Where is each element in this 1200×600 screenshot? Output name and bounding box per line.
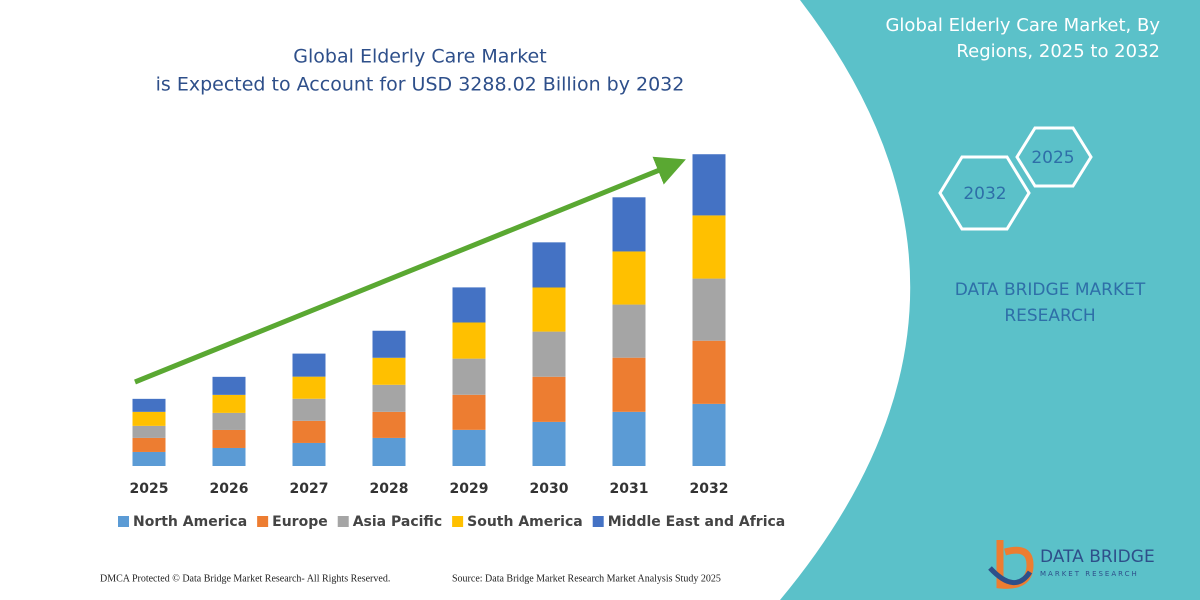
side-panel — [780, 0, 1200, 600]
bar-segment — [452, 394, 486, 430]
chart-subtitle: is Expected to Account for USD 3288.02 B… — [156, 74, 685, 96]
bar-segment — [372, 384, 406, 412]
bar-segment — [212, 447, 246, 466]
legend-label: Middle East and Africa — [608, 514, 786, 530]
bar-segment — [532, 242, 566, 288]
bar-segment — [452, 429, 486, 466]
footer-left: DMCA Protected © Data Bridge Market Rese… — [100, 573, 390, 584]
x-tick-label: 2027 — [290, 481, 329, 497]
trend-arrow — [134, 156, 686, 385]
bar-segment — [612, 411, 646, 466]
bar-segment — [292, 420, 326, 443]
bar-segment — [292, 442, 326, 466]
hexagon-label: 2025 — [1031, 148, 1074, 168]
bar-segment — [212, 412, 246, 430]
legend-swatch — [592, 516, 604, 527]
logo-tagline: MARKET RESEARCH — [1040, 570, 1139, 578]
x-tick-label: 2028 — [370, 481, 409, 497]
legend-label: Europe — [272, 514, 328, 530]
bar-segment — [132, 398, 166, 412]
bar-segment — [612, 304, 646, 358]
hexagon — [1015, 126, 1093, 188]
bar-segment — [372, 357, 406, 385]
panel-title: Global Elderly Care Market, By — [885, 15, 1160, 36]
legend-label: Asia Pacific — [353, 514, 442, 530]
x-tick-label: 2032 — [690, 481, 729, 497]
bar-segment — [532, 331, 566, 377]
bar-segment — [212, 376, 246, 395]
logo: DATA BRIDGE MARKET RESEARCH — [988, 540, 1155, 589]
bar-segment — [132, 425, 166, 438]
legend-swatch — [118, 516, 129, 527]
hexagon-label: 2032 — [963, 184, 1006, 204]
x-tick-label: 2026 — [210, 481, 249, 497]
bar-segment — [292, 398, 326, 421]
footer-right: Source: Data Bridge Market Research Mark… — [452, 573, 721, 584]
bar-segment — [212, 429, 246, 448]
bar-segment — [612, 251, 646, 305]
bar-segment — [692, 215, 726, 279]
legend-label: South America — [467, 514, 583, 530]
bar-segment — [372, 437, 406, 466]
bar-segment — [612, 357, 646, 412]
chart-title: Global Elderly Care Market — [293, 46, 546, 68]
bar-segment — [532, 376, 566, 422]
bar-segment — [692, 154, 726, 216]
bar-segment — [292, 353, 326, 377]
brand-text: RESEARCH — [1004, 306, 1095, 326]
hexagon — [938, 155, 1031, 231]
legend-swatch — [452, 516, 464, 527]
legend-swatch — [257, 516, 269, 527]
x-tick-label: 2031 — [610, 481, 649, 497]
bar-segment — [372, 330, 406, 358]
bar-segment — [692, 278, 726, 341]
x-tick-label: 2025 — [130, 481, 169, 497]
legend-swatch — [337, 516, 349, 527]
logo-name: DATA BRIDGE — [1040, 547, 1155, 567]
bar-segment — [132, 451, 166, 466]
bar-segment — [132, 437, 166, 452]
bar-segment — [372, 411, 406, 438]
bar-segment — [452, 358, 486, 395]
legend-label: North America — [133, 514, 247, 530]
logo-mark — [996, 540, 1034, 589]
bar-segment — [292, 376, 326, 399]
logo-mark — [988, 566, 1033, 585]
panel-title: Regions, 2025 to 2032 — [956, 41, 1160, 62]
bar-segment — [132, 411, 166, 426]
x-tick-label: 2029 — [450, 481, 489, 497]
bar-segment — [692, 403, 726, 466]
bar-segment — [532, 421, 566, 466]
bar-segment — [532, 287, 566, 332]
bar-segment — [212, 394, 246, 413]
bar-segment — [452, 287, 486, 323]
x-tick-label: 2030 — [530, 481, 569, 497]
brand-text: DATA BRIDGE MARKET — [955, 280, 1146, 300]
bar-segment — [452, 322, 486, 359]
bar-segment — [692, 340, 726, 404]
bar-segment — [612, 197, 646, 252]
